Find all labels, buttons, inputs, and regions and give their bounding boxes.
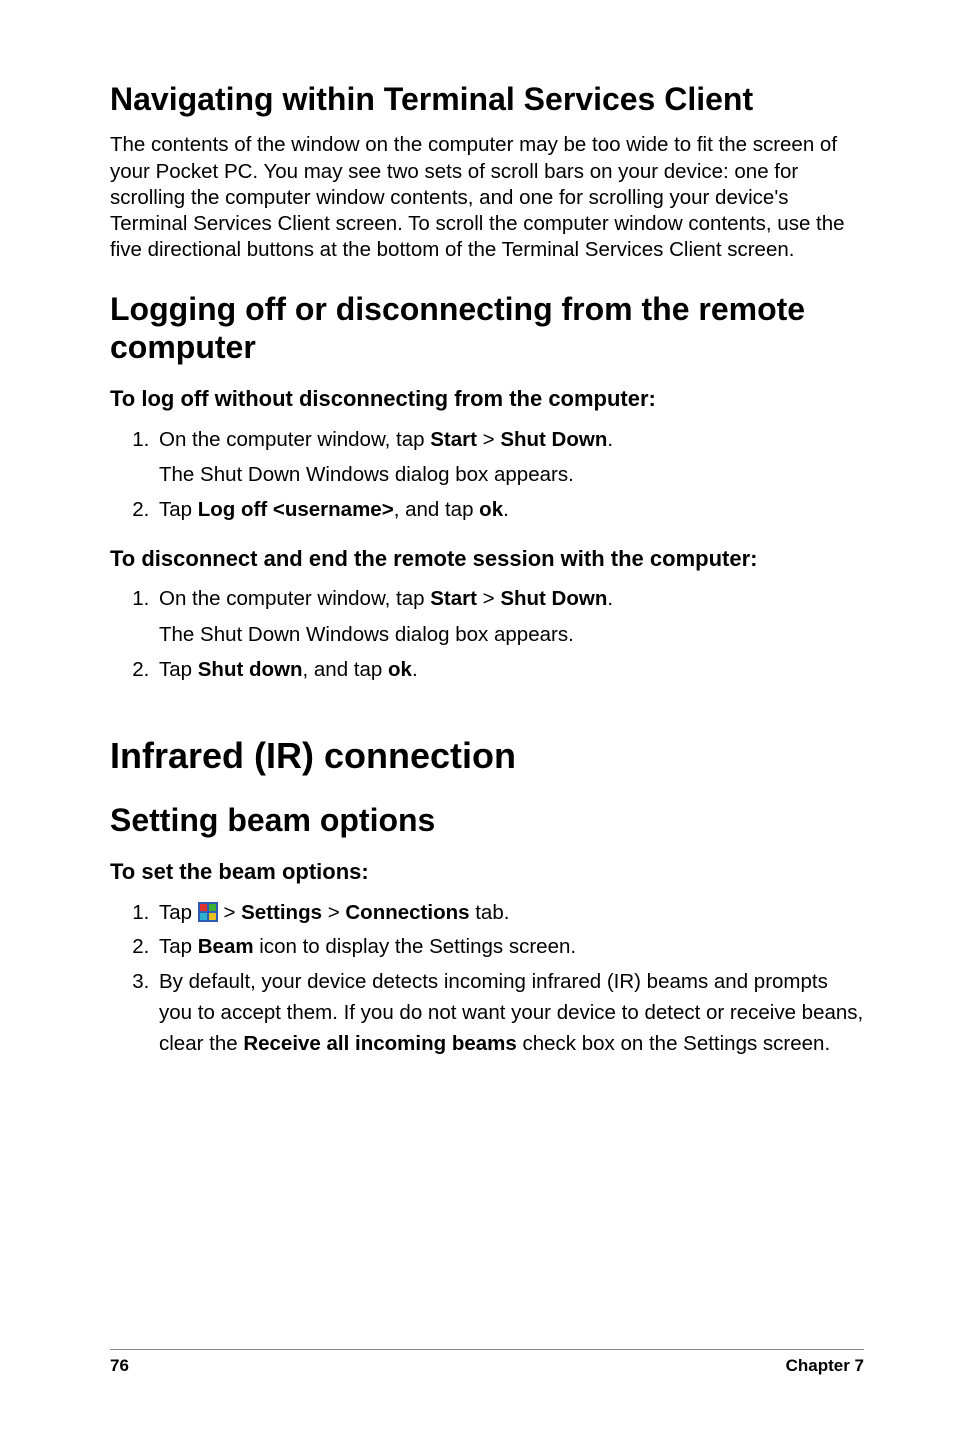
subheading-logoff-no-disconnect: To log off without disconnecting from th… [110, 386, 864, 412]
list-item: On the computer window, tap Start > Shut… [155, 584, 864, 651]
bold-text: ok [479, 498, 503, 521]
step-text: Tap [159, 901, 198, 924]
step-text: check box on the Settings screen. [517, 1032, 830, 1055]
page-footer: 76 Chapter 7 [110, 1349, 864, 1376]
step-text: On the computer window, tap [159, 428, 430, 451]
chapter-label: Chapter 7 [786, 1356, 864, 1376]
subheading-set-beam-options: To set the beam options: [110, 859, 864, 885]
bold-text: Start [430, 587, 477, 610]
step-text: > [218, 901, 241, 924]
bold-text: ok [388, 658, 412, 681]
step-text: . [412, 658, 418, 681]
step-text: Tap [159, 935, 198, 958]
step-text: icon to display the Settings screen. [254, 935, 577, 958]
step-text: , and tap [303, 658, 388, 681]
step-subtext: The Shut Down Windows dialog box appears… [159, 620, 864, 651]
steps-logoff-b: On the computer window, tap Start > Shut… [110, 584, 864, 685]
step-text: Tap [159, 658, 198, 681]
start-flag-icon [198, 901, 218, 921]
bold-text: Beam [198, 935, 254, 958]
step-text: > [477, 428, 500, 451]
list-item: On the computer window, tap Start > Shut… [155, 425, 864, 492]
step-text: , and tap [394, 498, 479, 521]
list-item: By default, your device detects incoming… [155, 967, 864, 1059]
step-text: . [607, 428, 613, 451]
bold-text: Shut Down [500, 428, 607, 451]
step-text: . [607, 587, 613, 610]
step-subtext: The Shut Down Windows dialog box appears… [159, 460, 864, 491]
steps-logoff-a: On the computer window, tap Start > Shut… [110, 425, 864, 526]
step-text: On the computer window, tap [159, 587, 430, 610]
subheading-disconnect-end: To disconnect and end the remote session… [110, 546, 864, 572]
heading-navigating: Navigating within Terminal Services Clie… [110, 80, 864, 118]
steps-beam: Tap > Settings > Connections tab. Tap Be… [110, 898, 864, 1060]
bold-text: Shut down [198, 658, 303, 681]
list-item: Tap Log off <username>, and tap ok. [155, 495, 864, 526]
list-item: Tap > Settings > Connections tab. [155, 898, 864, 929]
step-text: > [322, 901, 345, 924]
bold-text: Start [430, 428, 477, 451]
list-item: Tap Shut down, and tap ok. [155, 655, 864, 686]
step-text: Tap [159, 498, 198, 521]
bold-text: Connections [345, 901, 469, 924]
bold-text: Settings [241, 901, 322, 924]
heading-infrared: Infrared (IR) connection [110, 734, 864, 777]
step-text: tab. [470, 901, 510, 924]
page-number: 76 [110, 1356, 129, 1376]
heading-logging-off: Logging off or disconnecting from the re… [110, 290, 864, 367]
step-text: . [503, 498, 509, 521]
list-item: Tap Beam icon to display the Settings sc… [155, 932, 864, 963]
bold-text: Log off <username> [198, 498, 394, 521]
bold-text: Shut Down [500, 587, 607, 610]
bold-text: Receive all incoming beams [243, 1032, 516, 1055]
paragraph-navigating: The contents of the window on the comput… [110, 132, 864, 263]
heading-setting-beam: Setting beam options [110, 801, 864, 839]
step-text: > [477, 587, 500, 610]
